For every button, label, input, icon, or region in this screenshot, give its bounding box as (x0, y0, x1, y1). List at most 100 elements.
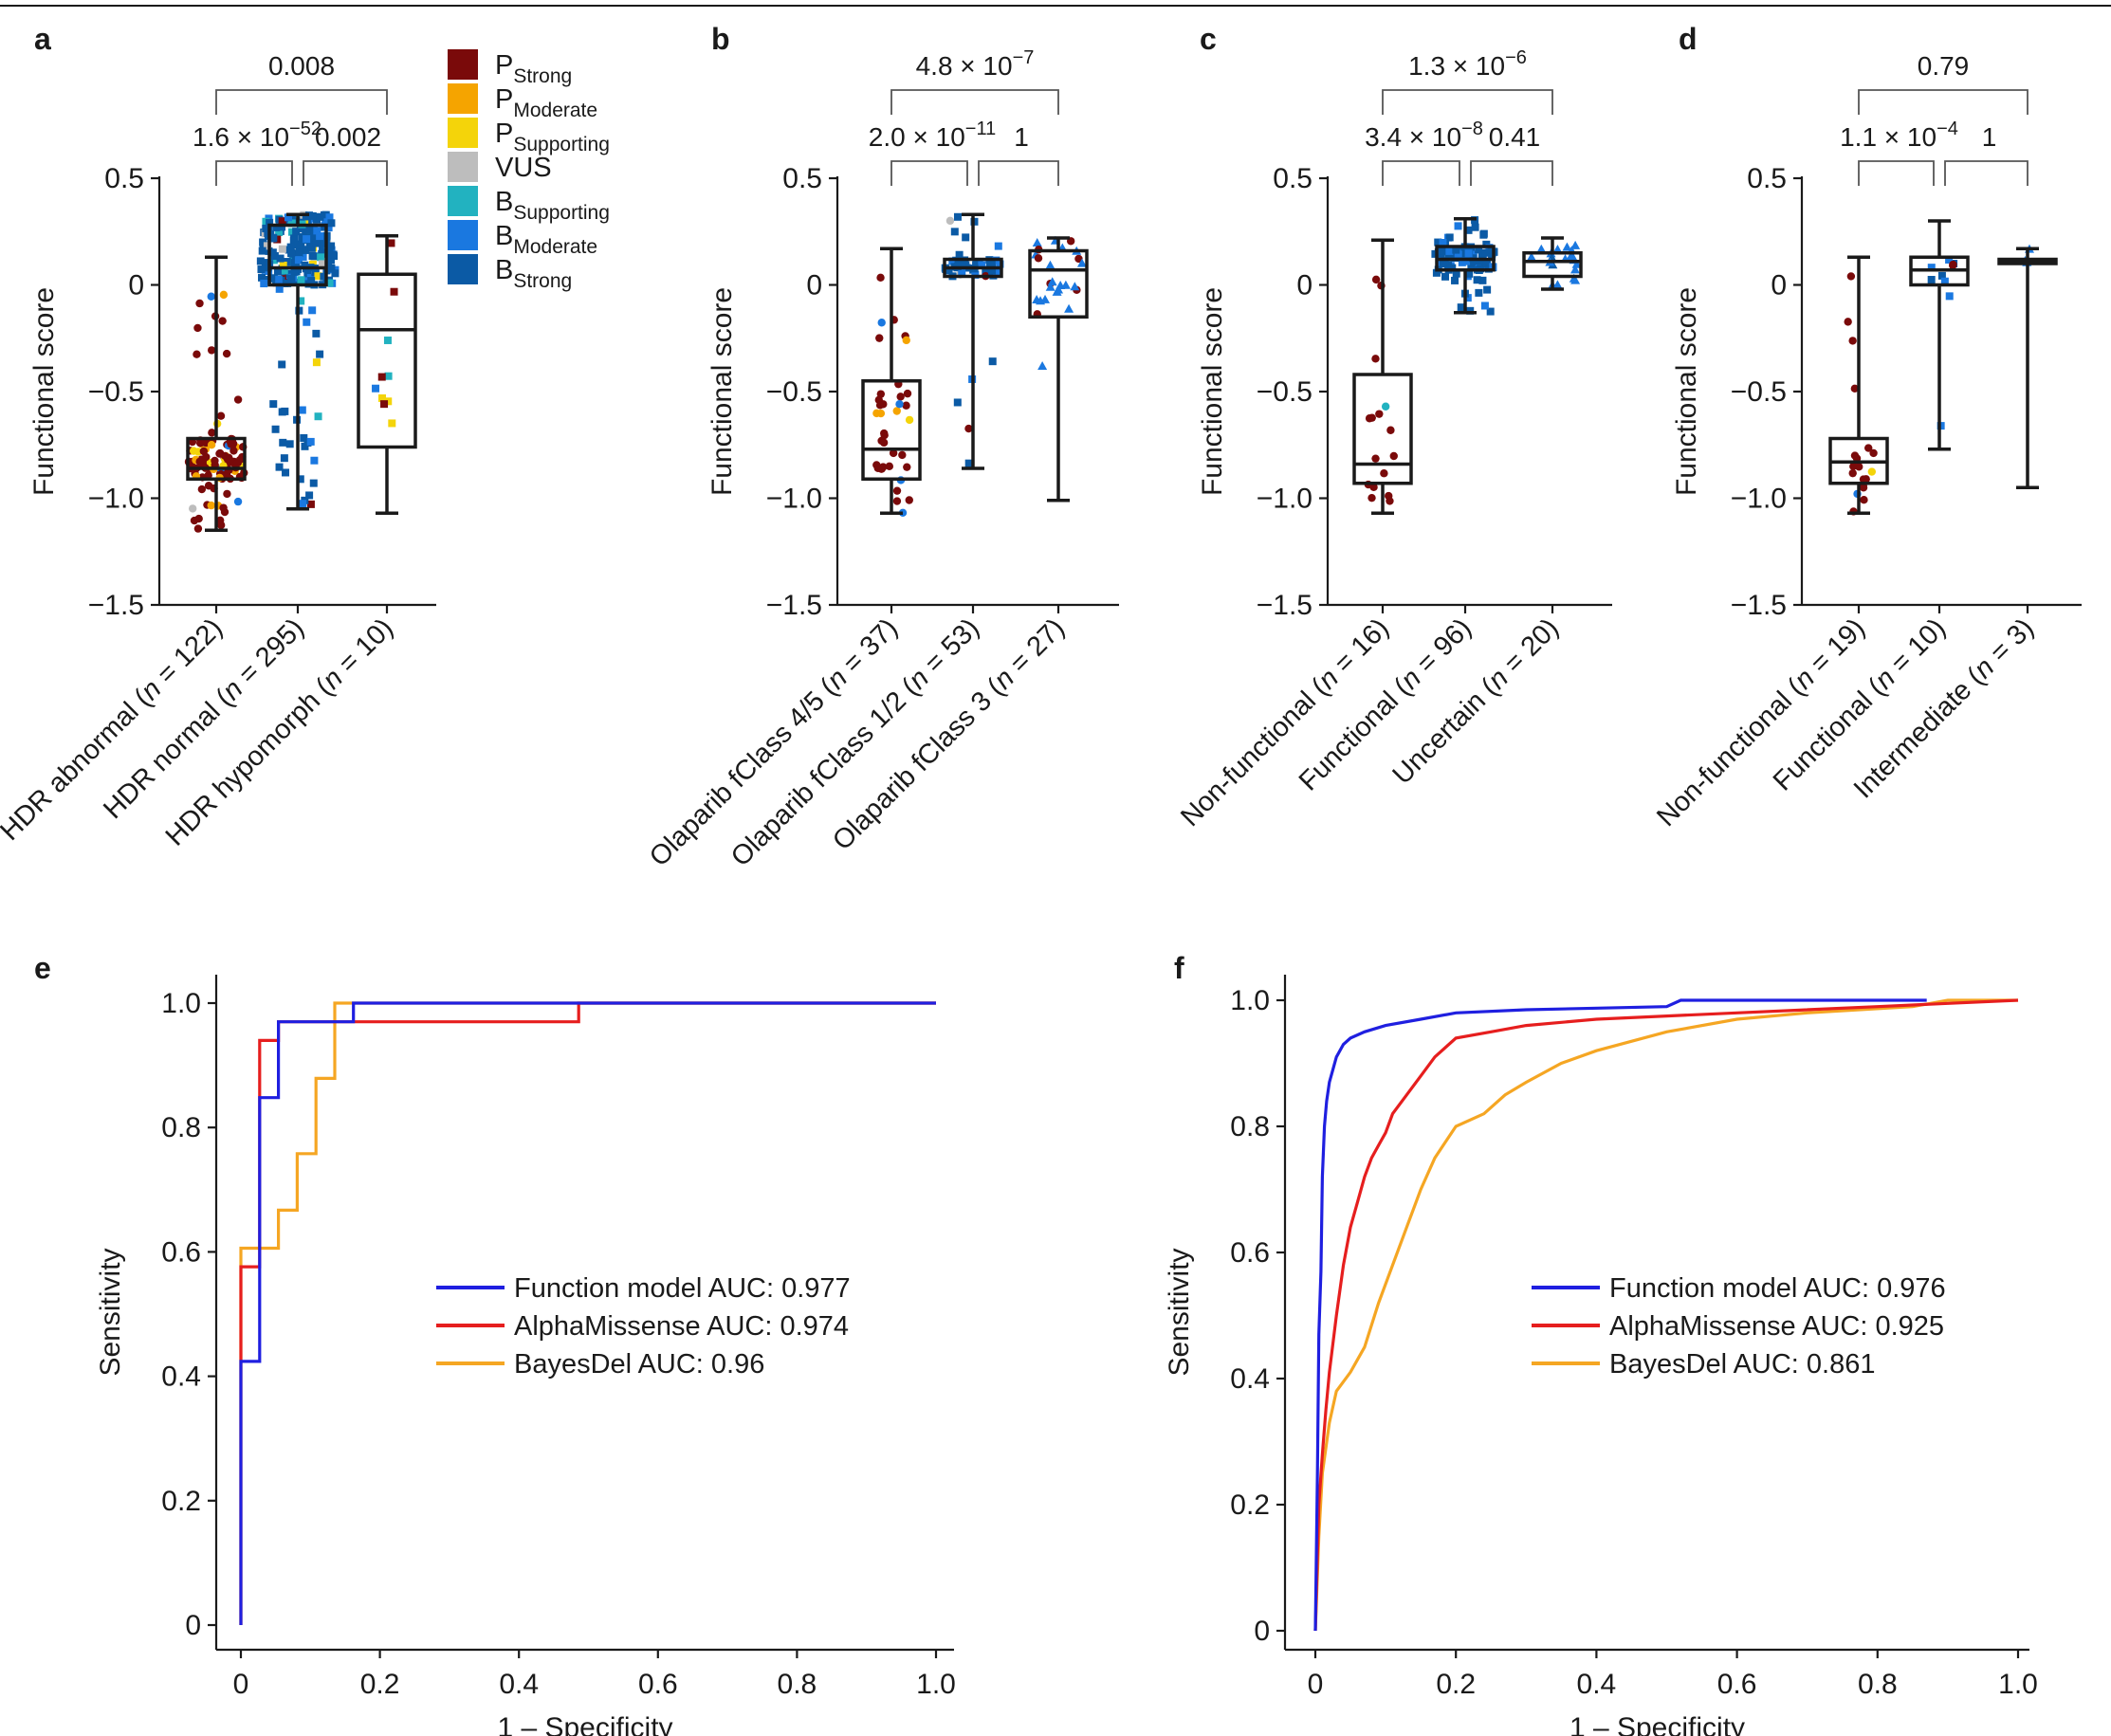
data-point (310, 456, 319, 465)
x-tick-label: 0.8 (778, 1669, 817, 1700)
classification-legend: PStrongPModeratePSupportingVUSBSupportin… (448, 49, 610, 292)
data-point (299, 500, 307, 508)
data-point (222, 349, 231, 358)
data-point (1552, 245, 1563, 254)
data-point (286, 243, 295, 251)
data-point (953, 212, 962, 221)
data-point (290, 278, 299, 286)
p-value-label: 1.1 × 10−4 (1840, 119, 1958, 152)
data-point (892, 497, 902, 505)
data-point (1467, 264, 1476, 272)
data-point (988, 357, 997, 366)
p-value-mantissa: 2.0 × 10 (869, 122, 965, 152)
data-point (267, 274, 276, 283)
data-point (1439, 258, 1447, 266)
data-point (305, 491, 314, 500)
legend-swatch (448, 118, 478, 148)
comparison-bracket (215, 160, 293, 186)
y-tick-label: 0 (128, 270, 144, 302)
data-point (278, 217, 286, 226)
data-point (223, 489, 231, 499)
data-point (320, 223, 328, 231)
data-point (188, 504, 197, 513)
data-point (1844, 318, 1852, 326)
y-tick-label: 0.2 (161, 1486, 201, 1517)
data-point (324, 224, 333, 232)
y-axis-title: Sensitivity (1164, 1248, 1195, 1376)
legend-label-base: B (495, 221, 513, 251)
legend-label-base: B (495, 187, 513, 217)
legend-label: BayesDel AUC: 0.861 (1609, 1349, 1875, 1380)
data-point (275, 228, 284, 237)
x-tick-label: 1.0 (1998, 1669, 2038, 1700)
box (186, 436, 247, 481)
data-point (282, 468, 290, 477)
panel-a: a 0.5 0 −0.5 −1.0 −1.5 Functional score HDR abn… (0, 22, 436, 852)
data-point (1479, 229, 1488, 238)
data-point (1464, 249, 1473, 258)
data-point (325, 279, 334, 287)
legend-swatch (448, 49, 478, 80)
data-point (283, 258, 291, 266)
data-point (1869, 448, 1878, 458)
data-point (1034, 254, 1043, 263)
data-point (1369, 483, 1378, 492)
legend-swatch (448, 254, 478, 284)
data-point (1054, 284, 1064, 294)
data-point (387, 239, 395, 247)
data-point (294, 241, 303, 249)
y-tick-label: −1.0 (766, 484, 822, 515)
x-tick-label: 0.6 (638, 1669, 678, 1700)
data-point (301, 261, 309, 269)
comparison-bracket (1470, 160, 1553, 186)
data-point (297, 276, 305, 284)
y-tick-label: −0.5 (88, 376, 144, 408)
data-point (195, 439, 205, 448)
legend-label-base: P (495, 84, 513, 115)
data-point (208, 429, 216, 437)
x-axis-title: 1 – Specificity (497, 1712, 672, 1736)
data-point (1570, 240, 1581, 249)
data-point (266, 218, 274, 227)
data-point (964, 424, 973, 433)
data-point (1465, 269, 1474, 278)
category-label-part: = 10) (1880, 612, 1952, 685)
legend-label: PSupporting (495, 119, 610, 155)
category-label-part: = 27) (999, 612, 1071, 685)
data-point (279, 438, 287, 447)
data-point (259, 241, 267, 249)
p-value-mantissa: 0.002 (315, 122, 381, 152)
box (267, 223, 328, 287)
data-point (1848, 468, 1857, 478)
data-point (290, 259, 299, 267)
data-point (279, 261, 287, 269)
x-tick-label: 0.8 (1858, 1669, 1898, 1700)
legend-label: PStrong (495, 50, 572, 87)
p-value-exponent: −11 (965, 119, 996, 139)
data-point (1927, 264, 1936, 272)
legend-label-sub: Supporting (513, 202, 610, 224)
panel-letter: d (1679, 22, 1698, 56)
legend-label: PModerate (495, 84, 597, 121)
data-point (295, 248, 303, 257)
y-tick-label: 0 (185, 1610, 201, 1641)
p-value-mantissa: 1.1 × 10 (1840, 122, 1937, 152)
data-point (316, 212, 324, 221)
data-point (1562, 242, 1572, 251)
p-value-mantissa: 0.41 (1489, 122, 1541, 152)
legend-label-sub: Moderate (513, 100, 597, 121)
data-point (220, 507, 229, 517)
p-value-exponent: −7 (1013, 47, 1035, 68)
data-point (1940, 277, 1949, 285)
data-point (258, 247, 266, 255)
data-point (257, 265, 266, 274)
data-point (1570, 275, 1581, 284)
data-point (1945, 292, 1954, 301)
data-point (308, 306, 317, 315)
p-value-mantissa: 4.8 × 10 (916, 51, 1013, 81)
roc-curve (239, 1001, 936, 1625)
data-point (312, 329, 321, 338)
box (861, 379, 922, 481)
legend-label: BModerate (495, 221, 597, 258)
